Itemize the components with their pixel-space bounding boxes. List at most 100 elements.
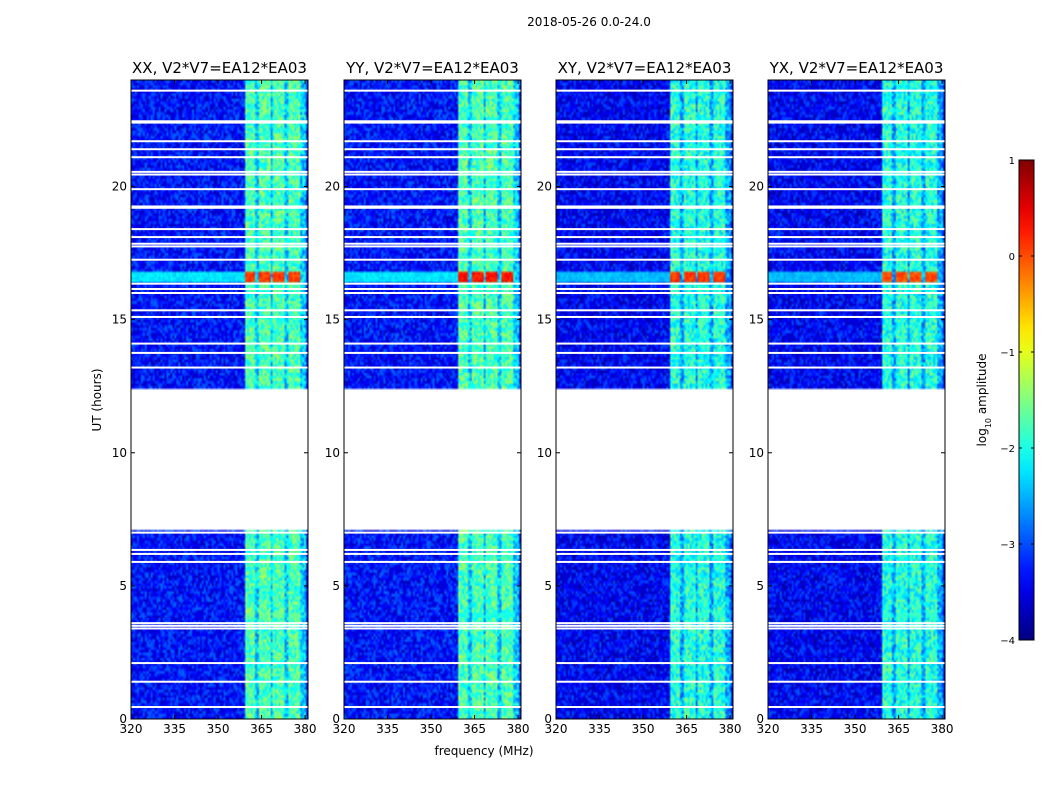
colorbar-gradient	[1018, 159, 1035, 641]
flagged-row	[131, 342, 308, 345]
x-tick-label: 320	[757, 722, 780, 736]
flagged-row	[556, 560, 733, 563]
figure-suptitle: 2018-05-26 0.0-24.0	[527, 15, 651, 29]
flagged-row	[768, 622, 945, 625]
flagged-row	[131, 315, 308, 318]
flagged-row	[556, 206, 733, 209]
flagged-row	[768, 624, 945, 627]
flagged-row	[131, 120, 308, 123]
flagged-row	[131, 205, 308, 208]
flagged-row	[344, 206, 521, 209]
panel-xx: XX, V2*V7=EA12*EA03 320 335 350 365 380 0 5 10 15…	[112, 59, 317, 736]
flagged-row	[556, 351, 733, 354]
flagged-row	[344, 156, 521, 159]
flagged-row	[344, 622, 521, 625]
flagged-row	[344, 258, 521, 261]
flagged-row	[768, 173, 945, 176]
flagged-row	[344, 173, 521, 176]
heatmap-image	[556, 80, 733, 719]
y-axis-label: UT (hours)	[90, 368, 104, 431]
flagged-row	[131, 173, 308, 176]
panel-yy: YY, V2*V7=EA12*EA03 320 335 350 365 380 0 5 10 15…	[325, 59, 530, 736]
flagged-row	[768, 662, 945, 665]
flagged-row	[344, 627, 521, 630]
colorbar-tick-label: −1	[1000, 348, 1015, 359]
heatmap-image	[344, 80, 521, 719]
flagged-row	[556, 120, 733, 123]
flagged-row	[344, 170, 521, 173]
flagged-row	[344, 292, 521, 294]
x-tick-label: 365	[250, 722, 273, 736]
flagged-row	[768, 188, 945, 191]
flagged-row	[556, 245, 733, 248]
y-tick-label: 10	[749, 446, 764, 460]
flagged-row	[768, 140, 945, 143]
flagged-row	[768, 366, 945, 369]
flagged-row	[131, 627, 308, 630]
x-tick-label: 380	[719, 722, 742, 736]
flagged-row	[768, 282, 945, 285]
flagged-row	[556, 680, 733, 683]
flagged-row	[556, 292, 733, 294]
colorbar-tick-label: 0	[1009, 252, 1015, 263]
flagged-row	[768, 560, 945, 563]
x-tick-label: 365	[887, 722, 910, 736]
colorbar-tick-label: 1	[1009, 156, 1015, 167]
flagged-row	[556, 706, 733, 709]
x-tick-label: 350	[420, 722, 443, 736]
flagged-row	[556, 627, 733, 630]
x-tick-label: 320	[545, 722, 568, 736]
flagged-row	[344, 148, 521, 151]
y-tick-label: 10	[537, 446, 552, 460]
flagged-row	[556, 315, 733, 318]
flagged-row	[344, 531, 521, 534]
flagged-row	[556, 89, 733, 92]
y-tick-label: 0	[119, 712, 127, 726]
flagged-row	[768, 627, 945, 630]
y-tick-label: 15	[537, 313, 552, 327]
x-tick-label: 350	[844, 722, 867, 736]
flagged-row	[131, 188, 308, 191]
flagged-row	[768, 680, 945, 683]
flagged-row	[344, 121, 521, 124]
flagged-row	[768, 292, 945, 294]
flagged-row	[768, 258, 945, 261]
flagged-row	[556, 170, 733, 173]
flagged-row	[556, 548, 733, 551]
flagged-row	[344, 366, 521, 369]
y-tick-label: 5	[756, 579, 764, 593]
x-tick-label: 335	[800, 722, 823, 736]
flagged-row	[556, 258, 733, 261]
flagged-row	[131, 706, 308, 709]
y-tick-label: 20	[537, 180, 552, 194]
flagged-row	[768, 206, 945, 209]
x-tick-label: 350	[632, 722, 655, 736]
colorbar-tick-label: −2	[1000, 444, 1015, 455]
flagged-row	[556, 236, 733, 239]
x-tick-label: 335	[588, 722, 611, 736]
panels: XX, V2*V7=EA12*EA03 320 335 350 365 380 0 5 10 15…	[112, 59, 954, 736]
flagged-row	[344, 205, 521, 208]
flagged-row	[131, 156, 308, 159]
flagged-row	[131, 242, 308, 245]
flagged-row	[344, 245, 521, 248]
flagged-row	[768, 205, 945, 208]
y-tick-label: 5	[544, 579, 552, 593]
flagged-row	[768, 170, 945, 173]
x-tick-label: 380	[507, 722, 530, 736]
flagged-row	[131, 622, 308, 625]
flagged-row	[556, 366, 733, 369]
flagged-row	[768, 531, 945, 534]
y-tick-label: 15	[325, 313, 340, 327]
flagged-row	[768, 315, 945, 318]
y-tick-label: 20	[112, 180, 127, 194]
flagged-row	[556, 121, 733, 124]
x-tick-label: 320	[120, 722, 143, 736]
flagged-row	[768, 148, 945, 151]
flagged-row	[768, 548, 945, 551]
flagged-row	[131, 245, 308, 248]
flagged-row	[131, 680, 308, 683]
flagged-row	[131, 351, 308, 354]
flagged-row	[131, 548, 308, 551]
y-tick-label: 5	[332, 579, 340, 593]
